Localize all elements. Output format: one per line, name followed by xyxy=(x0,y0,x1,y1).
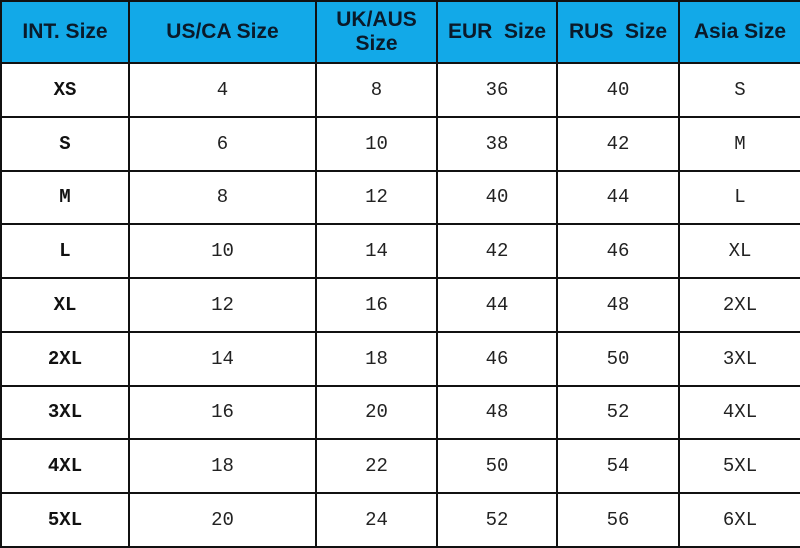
header-asia-size: Asia Size xyxy=(678,0,800,64)
cell-int: S xyxy=(0,115,130,172)
cell-int: M xyxy=(0,169,130,226)
cell-asia: XL xyxy=(678,223,800,280)
header-int-size: INT. Size xyxy=(0,0,130,64)
cell-us-ca: 12 xyxy=(128,277,317,333)
table-row: L 10 14 42 46 XL xyxy=(0,223,800,280)
cell-int: 3XL xyxy=(0,384,130,441)
table-row: M 8 12 40 44 L xyxy=(0,169,800,226)
cell-int: 5XL xyxy=(0,492,130,548)
cell-rus: 40 xyxy=(556,62,680,118)
table-row: 3XL 16 20 48 52 4XL xyxy=(0,384,800,441)
cell-asia: 6XL xyxy=(678,492,800,548)
cell-uk-aus: 8 xyxy=(315,62,438,118)
header-eur-size: EUR Size xyxy=(436,0,558,64)
cell-rus: 48 xyxy=(556,277,680,333)
cell-rus: 56 xyxy=(556,492,680,548)
cell-us-ca: 4 xyxy=(128,62,317,118)
cell-eur: 46 xyxy=(436,330,558,387)
cell-asia: 2XL xyxy=(678,277,800,333)
cell-eur: 50 xyxy=(436,438,558,495)
cell-uk-aus: 16 xyxy=(315,277,438,333)
cell-us-ca: 6 xyxy=(128,115,317,172)
cell-eur: 44 xyxy=(436,277,558,333)
table-row: 2XL 14 18 46 50 3XL xyxy=(0,330,800,387)
table-row: 4XL 18 22 50 54 5XL xyxy=(0,438,800,495)
cell-uk-aus: 20 xyxy=(315,384,438,441)
table-row: XL 12 16 44 48 2XL xyxy=(0,277,800,333)
cell-us-ca: 18 xyxy=(128,438,317,495)
cell-int: XS xyxy=(0,62,130,118)
cell-asia: L xyxy=(678,169,800,226)
cell-asia: S xyxy=(678,62,800,118)
cell-us-ca: 8 xyxy=(128,169,317,226)
cell-rus: 44 xyxy=(556,169,680,226)
cell-eur: 38 xyxy=(436,115,558,172)
cell-us-ca: 10 xyxy=(128,223,317,280)
cell-eur: 52 xyxy=(436,492,558,548)
table-row: S 6 10 38 42 M xyxy=(0,115,800,172)
cell-rus: 42 xyxy=(556,115,680,172)
header-us-ca-size: US/CA Size xyxy=(128,0,317,64)
cell-rus: 54 xyxy=(556,438,680,495)
cell-asia: 5XL xyxy=(678,438,800,495)
cell-int: 2XL xyxy=(0,330,130,387)
table-row: XS 4 8 36 40 S xyxy=(0,62,800,118)
cell-eur: 40 xyxy=(436,169,558,226)
cell-uk-aus: 18 xyxy=(315,330,438,387)
cell-rus: 46 xyxy=(556,223,680,280)
table-row: 5XL 20 24 52 56 6XL xyxy=(0,492,800,548)
header-uk-aus-size: UK/AUS Size xyxy=(315,0,438,64)
cell-int: L xyxy=(0,223,130,280)
header-rus-size: RUS Size xyxy=(556,0,680,64)
cell-asia: M xyxy=(678,115,800,172)
cell-uk-aus: 10 xyxy=(315,115,438,172)
cell-uk-aus: 12 xyxy=(315,169,438,226)
cell-uk-aus: 22 xyxy=(315,438,438,495)
cell-asia: 4XL xyxy=(678,384,800,441)
cell-rus: 52 xyxy=(556,384,680,441)
cell-us-ca: 20 xyxy=(128,492,317,548)
cell-us-ca: 16 xyxy=(128,384,317,441)
cell-us-ca: 14 xyxy=(128,330,317,387)
cell-eur: 36 xyxy=(436,62,558,118)
cell-int: XL xyxy=(0,277,130,333)
cell-eur: 48 xyxy=(436,384,558,441)
cell-uk-aus: 24 xyxy=(315,492,438,548)
cell-asia: 3XL xyxy=(678,330,800,387)
cell-uk-aus: 14 xyxy=(315,223,438,280)
cell-rus: 50 xyxy=(556,330,680,387)
cell-eur: 42 xyxy=(436,223,558,280)
header-row: INT. Size US/CA Size UK/AUS Size EUR Siz… xyxy=(0,0,800,64)
cell-int: 4XL xyxy=(0,438,130,495)
